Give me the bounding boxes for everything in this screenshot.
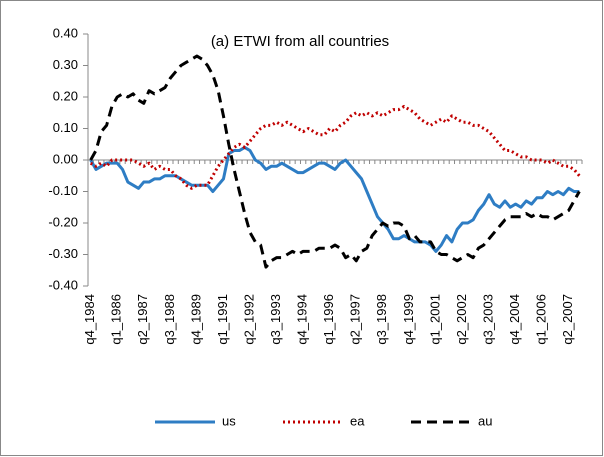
series-line [89,145,580,253]
x-tick-label: q1_2006 [534,294,549,345]
legend-label: ea [350,413,365,428]
x-tick-label: q1_2001 [427,294,442,345]
x-tick-label: q2_1992 [241,294,256,345]
x-tick-label: q3_2003 [480,294,495,345]
x-tick-label: q2_2002 [454,294,469,345]
x-tick-label: q1_1996 [321,294,336,345]
legend-label: us [222,413,236,428]
x-tick-label: q4_2004 [507,294,522,345]
y-tick-label: -0.30 [48,246,78,261]
y-tick-label: 0.40 [53,25,78,40]
x-tick-label: q3_1998 [374,294,389,345]
x-tick-label: q4_1994 [295,294,310,345]
y-tick-label: 0.20 [53,88,78,103]
x-tick-label: q3_1988 [162,294,177,345]
chart-title: (a) ETWI from all countries [211,33,389,50]
y-tick-label: -0.40 [48,277,78,292]
x-tick-label: q2_1997 [348,294,363,345]
y-tick-label: 0.00 [53,151,78,166]
x-tick-label: q4_1984 [82,294,97,345]
legend-label: au [478,413,492,428]
x-tick-label: q4_1989 [188,294,203,345]
x-tick-label: q2_1987 [135,294,150,345]
y-tick-label: 0.30 [53,57,78,72]
y-tick-label: -0.10 [48,183,78,198]
y-tick-label: -0.20 [48,214,78,229]
x-tick-label: q1_1991 [215,294,230,345]
x-tick-label: q1_1986 [109,294,124,345]
x-tick-label: q4_1999 [401,294,416,345]
y-tick-label: 0.10 [53,120,78,135]
x-tick-label: q3_1993 [268,294,283,345]
series-line [89,54,581,269]
x-tick-label: q2_2007 [560,294,575,345]
series-line [89,104,581,190]
